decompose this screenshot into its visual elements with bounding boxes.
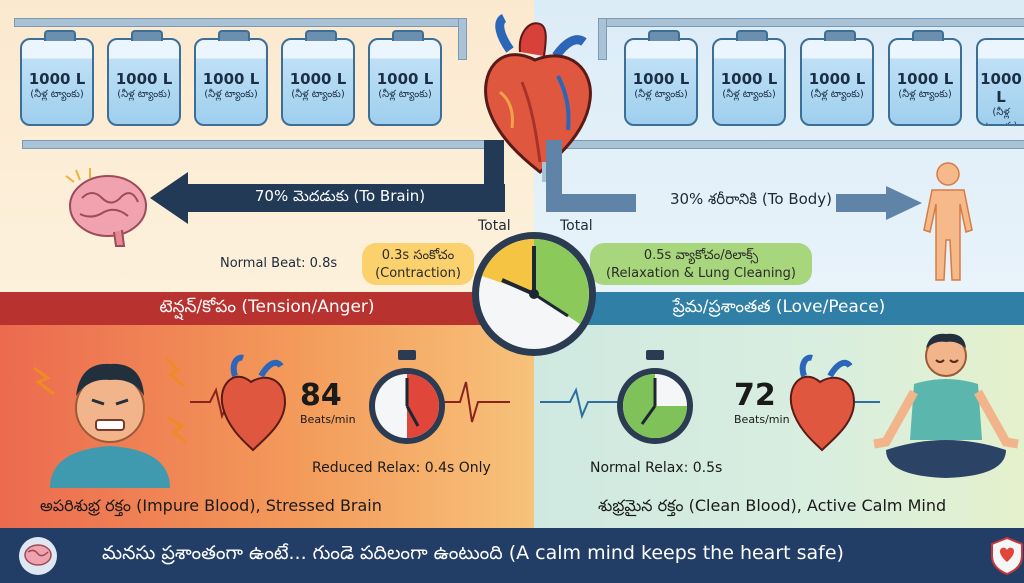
bottom-pipe-right	[560, 140, 1024, 149]
water-tank: 1000 L(నీళ్ల ట్యాంకు)	[107, 30, 181, 126]
brain-flow-label: 70% మెదడుకు (To Brain)	[254, 187, 426, 205]
heart-illustration	[484, 13, 592, 182]
brain-flow-arrow	[150, 172, 505, 224]
top-pipe-left	[14, 18, 466, 27]
meditating-person-icon	[873, 333, 1019, 478]
human-body-icon	[923, 162, 973, 281]
heart-outflow-right	[546, 140, 562, 208]
tension-bpm-unit: Beats/min	[300, 413, 356, 426]
tension-relax-label: Reduced Relax: 0.4s Only	[312, 460, 491, 476]
tension-heart-icon	[220, 354, 287, 452]
water-tank: 1000 L(నీళ్ల ట్యాంకు)	[800, 30, 874, 126]
peace-band: ప్రేమ/ప్రశాంతత (Love/Peace)	[534, 292, 1024, 325]
relaxation-value: 0.5s వ్యాకోచం/రిలాక్స్	[643, 248, 759, 263]
footer-brain-icon	[19, 536, 57, 575]
relaxation-pill: 0.5s వ్యాకోచం/రిలాక్స్ (Relaxation & Lun…	[590, 243, 812, 285]
top-pipe-right	[598, 18, 1024, 27]
peace-bpm: 72	[734, 378, 776, 413]
bottom-pipe-left	[22, 140, 502, 149]
tension-band: టెన్షన్/కోపం (Tension/Anger)	[0, 292, 534, 325]
body-flow-label: 30% శరీరానికి (To Body)	[669, 190, 833, 208]
water-tank: 1000 L(నీళ్ల ట్యాంకు)	[712, 30, 786, 126]
cycle-clock	[472, 232, 596, 356]
water-tank: 1000 L(నీళ్ల ట్యాంకు)	[976, 38, 1024, 126]
tension-caption: అపరిశుభ్ర రక్తం (Impure Blood), Stressed…	[40, 496, 382, 515]
tension-stopwatch	[369, 350, 445, 444]
footer-banner: మనసు ప్రశాంతంగా ఉంటే... గుండె పదిలంగా ఉం…	[0, 528, 1024, 583]
pipe-connector-left	[458, 18, 467, 60]
water-tank: 1000 L(నీళ్ల ట్యాంకు)	[888, 30, 962, 126]
relaxation-label: (Relaxation & Lung Cleaning)	[605, 266, 796, 281]
contraction-label: (Contraction)	[375, 266, 461, 281]
angry-person-icon	[33, 356, 187, 488]
total-label-left: Total	[478, 218, 511, 234]
heart-shield-icon	[991, 536, 1023, 576]
contraction-pill: 0.3s సంకోచం (Contraction)	[362, 243, 474, 285]
normal-beat-label: Normal Beat: 0.8s	[220, 256, 338, 271]
water-tank: 1000 L(నీళ్ల ట్యాంకు)	[624, 30, 698, 126]
water-tank: 1000 L(నీళ్ల ట్యాంకు)	[20, 30, 94, 126]
peace-stopwatch	[617, 350, 693, 444]
peace-heart-icon	[789, 354, 856, 452]
pipe-connector-right	[598, 18, 607, 60]
peace-relax-label: Normal Relax: 0.5s	[590, 460, 723, 476]
water-tank: 1000 L(నీళ్ల ట్యాంకు)	[194, 30, 268, 126]
water-tank: 1000 L(నీళ్ల ట్యాంకు)	[368, 30, 442, 126]
footer-message: మనసు ప్రశాంతంగా ఉంటే... గుండె పదిలంగా ఉం…	[102, 542, 844, 564]
total-label-right: Total	[560, 218, 593, 234]
body-flow-arrow	[546, 186, 922, 220]
heart-outflow-left	[484, 140, 504, 196]
brain-icon	[65, 168, 147, 247]
peace-bpm-unit: Beats/min	[734, 413, 790, 426]
water-tank: 1000 L(నీళ్ల ట్యాంకు)	[281, 30, 355, 126]
peace-caption: శుభ్రమైన రక్తం (Clean Blood), Active Cal…	[598, 496, 947, 515]
tension-bpm: 84	[300, 378, 342, 413]
contraction-value: 0.3s సంకోచం	[381, 248, 455, 263]
